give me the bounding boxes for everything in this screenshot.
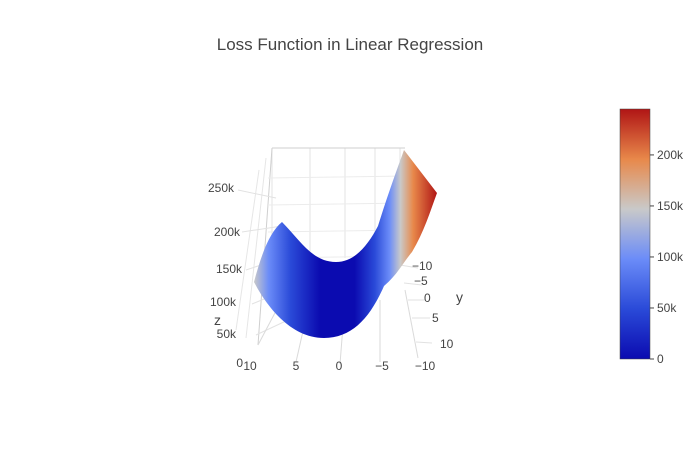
y-tick-label: −10 <box>412 259 433 273</box>
colorbar-gradient <box>619 108 651 360</box>
x-tick-label: 0 <box>336 359 343 373</box>
x-tick-label: 5 <box>293 359 300 373</box>
z-tick-label: 100k <box>210 295 237 309</box>
grid-line <box>267 202 406 206</box>
grid-line <box>403 282 423 286</box>
y-tick-label: 10 <box>440 337 454 351</box>
z-tick-label: 150k <box>216 262 243 276</box>
grid-line <box>267 175 406 179</box>
colorbar-tick-label: 150k <box>657 199 684 213</box>
grid-line <box>245 157 267 339</box>
surface-mesh <box>254 150 437 338</box>
y-tick-label: 0 <box>424 291 431 305</box>
y-tick-label: 5 <box>432 311 439 325</box>
grid-line <box>237 189 277 199</box>
grid-line <box>399 264 419 269</box>
z-tick-label: 0 <box>236 356 243 370</box>
colorbar-tick-label: 100k <box>657 250 684 264</box>
colorbar-tick-label: 200k <box>657 148 684 162</box>
x-tick-label: −5 <box>375 359 389 373</box>
grid-line <box>255 319 289 336</box>
grid-line <box>235 169 260 331</box>
z-tick-label: 250k <box>208 181 235 195</box>
grid-line <box>241 225 283 233</box>
colorbar-tick-label: 50k <box>657 301 677 315</box>
grid-line <box>415 341 433 344</box>
z-axis-title: z <box>214 312 221 328</box>
x-tick-label: −10 <box>415 359 436 373</box>
z-tick-label: 50k <box>217 327 237 341</box>
grid-line <box>257 147 273 346</box>
colorbar: 0 50k 100k 150k 200k <box>619 108 684 366</box>
z-tick-label: 200k <box>214 225 241 239</box>
colorbar-tick-label: 0 <box>657 352 664 366</box>
y-tick-label: −5 <box>414 274 428 288</box>
x-tick-label: 10 <box>243 359 257 373</box>
y-axis-title: y <box>456 289 463 305</box>
grid-line <box>404 289 419 359</box>
chart-title: Loss Function in Linear Regression <box>217 35 483 54</box>
loss-surface[interactable] <box>254 150 437 338</box>
